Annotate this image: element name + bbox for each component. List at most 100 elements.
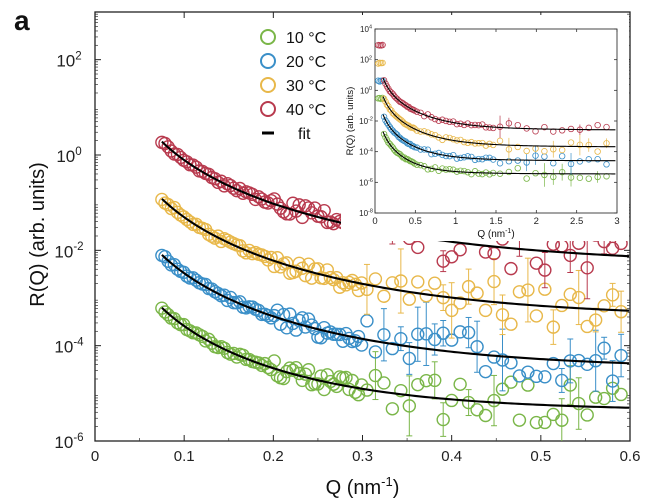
data-point (368, 368, 383, 383)
inset-y-tick-label-base: 10 (359, 148, 368, 157)
inset-data-point (417, 128, 424, 135)
inset-data-point (558, 152, 566, 160)
data-point (329, 379, 344, 394)
inset-data-point (594, 121, 601, 129)
data-point (555, 413, 569, 427)
data-point (444, 303, 459, 318)
inset-y-tick-label-exp: 0 (369, 86, 372, 92)
inset-data-point (603, 140, 610, 147)
data-point (385, 341, 400, 356)
data-point (504, 261, 518, 276)
inset-data-point (475, 170, 482, 177)
data-point (402, 351, 417, 366)
data-point (411, 240, 425, 255)
inset-y-tick-label-exp: -4 (368, 147, 373, 153)
inset-data-point (413, 144, 421, 151)
data-point (385, 402, 400, 416)
data-point (436, 412, 450, 427)
inset-data-point (417, 109, 424, 116)
data-point (436, 326, 450, 340)
data-point (230, 183, 244, 198)
data-point (360, 282, 374, 297)
inset-data-point (413, 127, 421, 134)
legend-label: 40 °C (286, 102, 326, 119)
legend: 10 °C 20 °C 30 °C 40 °C fit (260, 29, 326, 143)
legend-label: 10 °C (286, 30, 326, 47)
inset-data-point (442, 134, 450, 141)
inset-data-point (379, 41, 386, 49)
inset-data-point (523, 147, 530, 155)
data-point (512, 285, 527, 299)
y-tick-label: 102 (56, 51, 81, 71)
data-point (504, 375, 518, 389)
data-point (614, 348, 628, 363)
inset-data-point (482, 142, 490, 149)
data-point (189, 326, 203, 340)
data-point (411, 327, 425, 341)
data-point (453, 377, 467, 391)
data-point (242, 243, 256, 258)
legend-marker (260, 101, 276, 117)
inset-data-point (482, 154, 490, 162)
y-tick-label-exp: 2 (75, 51, 81, 63)
main-data (155, 135, 630, 441)
data-point (276, 371, 291, 386)
inset-y-tick-label: 102 (360, 55, 372, 64)
inset-data-point (567, 160, 575, 168)
data-point (580, 357, 594, 372)
inset-data-point (464, 153, 471, 160)
inset-y-tick-label: 104 (360, 25, 372, 34)
y-tick-label: 10-2 (54, 241, 83, 261)
fit-line (161, 306, 630, 409)
x-tick-label: 0.3 (352, 448, 373, 465)
x-tick-label: 0.4 (441, 448, 462, 465)
inset-data-point (431, 164, 439, 171)
data-point (161, 197, 175, 212)
data-point (478, 303, 493, 318)
y-tick-label-exp: -6 (73, 432, 83, 444)
x-axis-title-sup: -1 (381, 474, 393, 489)
data-point (402, 399, 417, 413)
data-point (529, 369, 544, 384)
inset-y-tick-label-base: 10 (360, 25, 369, 34)
inset-data-point (376, 94, 383, 102)
inset-data-point (558, 146, 566, 154)
y-tick-label-base: 10 (54, 433, 73, 452)
legend-label: fit (298, 126, 311, 143)
data-point (444, 250, 459, 264)
x-axis-title: Q (nm-1) (326, 474, 400, 499)
y-tick-label-exp: 0 (75, 146, 81, 158)
inset-data-point (505, 146, 513, 153)
inset-data-point (428, 150, 435, 158)
inset-data-point (450, 151, 457, 159)
inset-data-point (489, 124, 497, 132)
inset-data-point (417, 161, 424, 169)
data-point (170, 262, 185, 276)
data-point (588, 313, 603, 327)
data-point (377, 376, 391, 390)
y-tick-label-base: 10 (54, 242, 73, 261)
inset-data-point (576, 141, 584, 149)
data-point (614, 387, 628, 402)
inset-data-point (558, 168, 566, 176)
inset-y-tick-label-exp: -8 (368, 209, 373, 215)
data-point (504, 317, 518, 331)
inset-y-tick-label-base: 10 (360, 56, 369, 65)
inset-data-point (486, 171, 493, 178)
fit-line (161, 254, 630, 365)
inset-y-tick-label-base: 10 (359, 117, 368, 126)
data-point (436, 254, 450, 268)
data-point (242, 352, 256, 367)
x-tick-label: 0.5 (530, 448, 551, 465)
inset-data-point (409, 142, 417, 150)
inset-y-tick-label: 10-2 (359, 117, 373, 126)
data-point (580, 408, 594, 422)
data-point (333, 327, 347, 342)
data-point (529, 256, 544, 270)
inset-data-point (585, 124, 592, 132)
data-point (563, 248, 577, 263)
data-point (521, 378, 535, 392)
data-point (394, 383, 408, 398)
inset-data-point (439, 165, 446, 172)
